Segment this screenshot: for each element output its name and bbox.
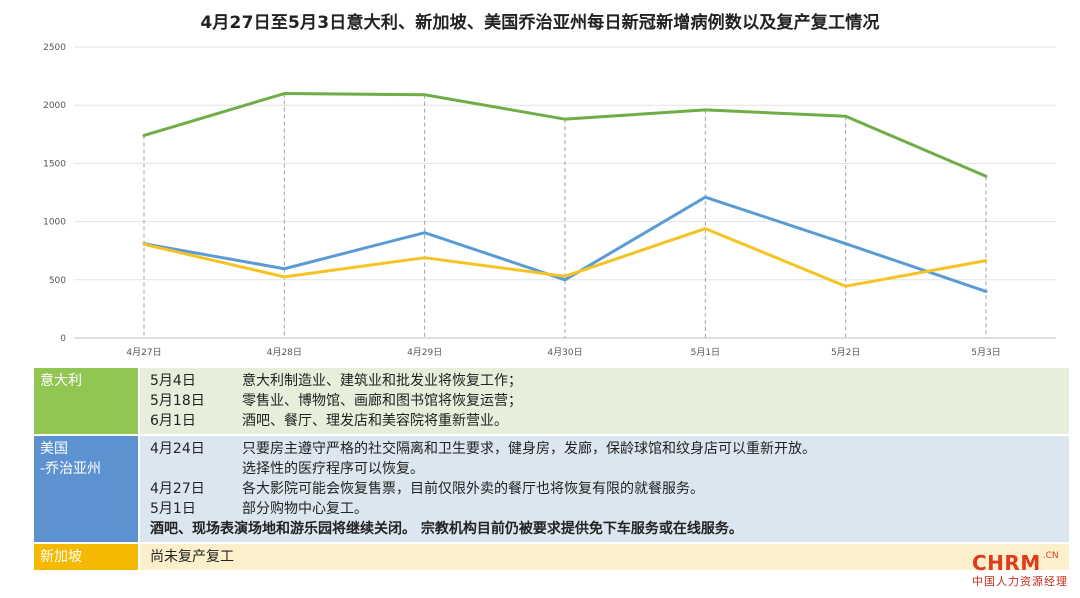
item-text: 各大影院可能会恢复售票，目前仅限外卖的餐厅也将恢复有限的就餐服务。	[242, 481, 704, 497]
list-item: 选择性的医疗程序可以恢复。	[150, 459, 1059, 479]
y-tick-label: 1500	[43, 159, 66, 169]
chart-title: 4月27日至5月3日意大利、新加坡、美国乔治亚州每日新冠新增病例数以及复产复工情…	[200, 13, 880, 33]
x-tick-label: 4月29日	[407, 347, 442, 358]
x-tick-label: 4月28日	[267, 347, 302, 358]
table-row-singapore: 新加坡 尚未复产复工	[34, 544, 1069, 572]
x-tick-label: 4月30日	[547, 347, 582, 358]
table-row-us-georgia: 美国 -乔治亚州 4月24日 只要房主遵守严格的社交隔离和卫生要求，健身房，发廊…	[34, 436, 1069, 544]
list-item: 5月18日 零售业、博物馆、画廊和图书馆将恢复运营；	[150, 391, 1059, 411]
x-tick-label: 5月2日	[831, 347, 860, 358]
y-tick-label: 1000	[43, 218, 66, 228]
row-content-italy: 5月4日 意大利制造业、建筑业和批发业将恢复工作； 5月18日 零售业、博物馆、…	[140, 368, 1069, 434]
logo-main: CHRM	[972, 551, 1041, 575]
logo-suffix: .CN	[1042, 551, 1059, 561]
line-chart: 0 500 1000 1500 2000 2500 4月27日 4月28日 4月29日 4月30日…	[43, 43, 1056, 358]
list-item: 酒吧、现场表演场地和游乐园将继续关闭。 宗教机构目前仍被要求提供免下车服务或在线…	[150, 519, 1059, 539]
item-text: 零售业、博物馆、画廊和图书馆将恢复运营；	[242, 393, 522, 409]
item-text: 只要房主遵守严格的社交隔离和卫生要求，健身房，发廊，保龄球馆和纹身店可以重新开放…	[242, 441, 816, 457]
list-item: 5月1日 部分购物中心复工。	[150, 499, 1059, 519]
x-tick-label: 4月27日	[126, 347, 161, 358]
row-label-line: -乔治亚州	[40, 461, 102, 477]
x-tick-label: 5月3日	[971, 347, 1000, 358]
table-row-italy: 意大利 5月4日 意大利制造业、建筑业和批发业将恢复工作； 5月18日 零售业、…	[34, 368, 1069, 436]
row-label-singapore: 新加坡	[34, 544, 140, 570]
item-date: 6月1日	[150, 413, 196, 429]
item-text: 选择性的医疗程序可以恢复。	[242, 461, 424, 477]
list-item: 4月27日 各大影院可能会恢复售票，目前仅限外卖的餐厅也将恢复有限的就餐服务。	[150, 479, 1059, 499]
item-text: 部分购物中心复工。	[242, 501, 368, 517]
item-date: 4月27日	[150, 481, 205, 497]
reopening-table: 意大利 5月4日 意大利制造业、建筑业和批发业将恢复工作； 5月18日 零售业、…	[34, 368, 1069, 572]
list-item: 4月24日 只要房主遵守严格的社交隔离和卫生要求，健身房，发廊，保龄球馆和纹身店…	[150, 439, 1059, 459]
list-item: 5月4日 意大利制造业、建筑业和批发业将恢复工作；	[150, 371, 1059, 391]
list-item: 6月1日 酒吧、餐厅、理发店和美容院将重新营业。	[150, 411, 1059, 431]
row-content-us-georgia: 4月24日 只要房主遵守严格的社交隔离和卫生要求，健身房，发廊，保龄球馆和纹身店…	[140, 436, 1069, 542]
item-date: 5月4日	[150, 373, 196, 389]
item-text: 酒吧、餐厅、理发店和美容院将重新营业。	[242, 413, 508, 429]
y-tick-label: 500	[49, 276, 66, 286]
item-date: 5月18日	[150, 393, 205, 409]
item-date: 4月24日	[150, 441, 205, 457]
series-line	[142, 195, 988, 293]
y-tick-label: 0	[60, 334, 66, 344]
chrm-logo: CHRM .CN 中国人力资源经理	[972, 551, 1072, 591]
row-label-us-georgia: 美国 -乔治亚州	[34, 436, 140, 542]
series-line	[142, 92, 988, 178]
row-label-italy: 意大利	[34, 368, 140, 434]
row-content-singapore: 尚未复产复工	[140, 544, 1069, 570]
item-text: 酒吧、现场表演场地和游乐园将继续关闭。 宗教机构目前仍被要求提供免下车服务或在线…	[150, 521, 743, 537]
item-text: 意大利制造业、建筑业和批发业将恢复工作；	[242, 373, 522, 389]
y-tick-label: 2000	[43, 101, 66, 111]
x-tick-label: 5月1日	[691, 347, 720, 358]
row-label-line: 美国	[40, 441, 68, 457]
item-date: 5月1日	[150, 501, 196, 517]
y-tick-label: 2500	[43, 43, 66, 53]
logo-subtitle: 中国人力资源经理	[972, 575, 1068, 588]
series-line	[142, 227, 988, 288]
